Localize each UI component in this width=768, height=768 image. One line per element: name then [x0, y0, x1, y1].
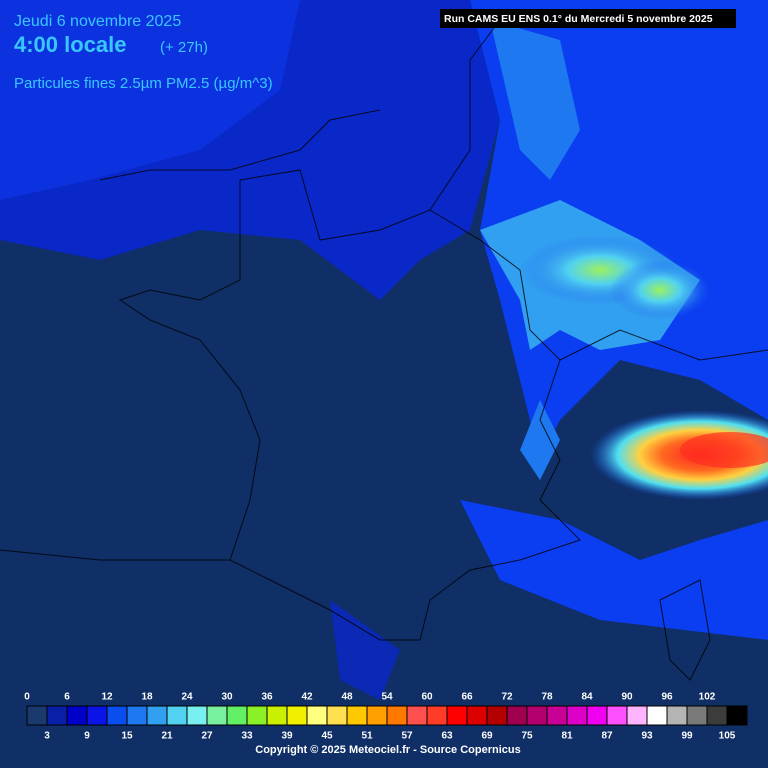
legend-label: 69 — [481, 731, 493, 742]
legend-swatch — [706, 705, 728, 726]
legend-label: 96 — [661, 692, 673, 703]
legend-label: 78 — [541, 692, 553, 703]
legend-swatch — [486, 705, 508, 726]
legend-swatch — [246, 705, 268, 726]
legend-label: 39 — [281, 731, 293, 742]
legend-swatch — [586, 705, 608, 726]
footer: Copyright © 2025 Meteociel.fr - Source C… — [255, 744, 520, 756]
run-box — [440, 9, 736, 28]
legend-swatch — [646, 705, 668, 726]
legend-label: 81 — [561, 731, 573, 742]
legend-swatch — [626, 705, 648, 726]
legend-label: 99 — [681, 731, 693, 742]
legend-swatch — [306, 705, 328, 726]
legend-swatch — [506, 705, 528, 726]
time: 4:00 locale — [14, 32, 127, 57]
legend-swatch — [606, 705, 628, 726]
legend-label: 57 — [401, 731, 413, 742]
legend-swatch — [66, 705, 88, 726]
legend-swatch — [446, 705, 468, 726]
legend-label: 87 — [601, 731, 613, 742]
legend-label: 75 — [521, 731, 533, 742]
legend-swatch — [146, 705, 168, 726]
legend-swatch — [666, 705, 688, 726]
legend-swatch — [566, 705, 588, 726]
legend-label: 66 — [461, 692, 473, 703]
legend-label: 24 — [181, 692, 193, 703]
legend-swatch — [426, 705, 448, 726]
legend-label: 12 — [101, 692, 113, 703]
legend-label: 6 — [64, 692, 70, 703]
legend-label: 90 — [621, 692, 633, 703]
legend-swatch — [166, 705, 188, 726]
legend-swatch — [286, 705, 308, 726]
legend-label: 72 — [501, 692, 513, 703]
legend-label: 27 — [201, 731, 213, 742]
legend-swatch — [346, 705, 368, 726]
legend-label: 45 — [321, 731, 333, 742]
legend-swatch — [726, 705, 748, 726]
legend-label: 15 — [121, 731, 133, 742]
run-info: Run CAMS EU ENS 0.1° du Mercredi 5 novem… — [444, 13, 713, 25]
legend-label: 48 — [341, 692, 353, 703]
legend-label: 3 — [44, 731, 50, 742]
legend-label: 105 — [719, 731, 736, 742]
legend-label: 63 — [441, 731, 453, 742]
legend-swatch — [126, 705, 148, 726]
legend-swatch — [326, 705, 348, 726]
legend-label: 42 — [301, 692, 313, 703]
legend-label: 0 — [24, 692, 30, 703]
legend-swatch — [526, 705, 548, 726]
date: Jeudi 6 novembre 2025 — [14, 13, 181, 30]
lead-time: (+ 27h) — [160, 39, 208, 56]
legend-label: 93 — [641, 731, 653, 742]
legend-swatch — [266, 705, 288, 726]
legend-swatch — [366, 705, 388, 726]
legend-swatch — [46, 705, 68, 726]
legend-label: 18 — [141, 692, 153, 703]
legend-label: 33 — [241, 731, 253, 742]
legend-label: 21 — [161, 731, 173, 742]
legend-label: 60 — [421, 692, 433, 703]
legend-label: 9 — [84, 731, 90, 742]
legend-label: 51 — [361, 731, 373, 742]
legend-label: 30 — [221, 692, 233, 703]
legend-swatch — [86, 705, 108, 726]
variable: Particules fines 2.5µm PM2.5 (µg/m^3) — [14, 75, 273, 92]
borders — [0, 19, 768, 681]
legend-swatch — [106, 705, 128, 726]
legend-swatch — [226, 705, 248, 726]
legend-swatch — [386, 705, 408, 726]
legend-label: 102 — [699, 692, 716, 703]
legend-label: 84 — [581, 692, 593, 703]
legend-swatch — [686, 705, 708, 726]
legend-swatch — [406, 705, 428, 726]
legend-swatch — [26, 705, 48, 726]
legend-label: 36 — [261, 692, 273, 703]
legend-swatch — [186, 705, 208, 726]
legend-swatch — [206, 705, 228, 726]
legend-label: 54 — [381, 692, 393, 703]
legend-swatch — [546, 705, 568, 726]
legend-swatch — [466, 705, 488, 726]
